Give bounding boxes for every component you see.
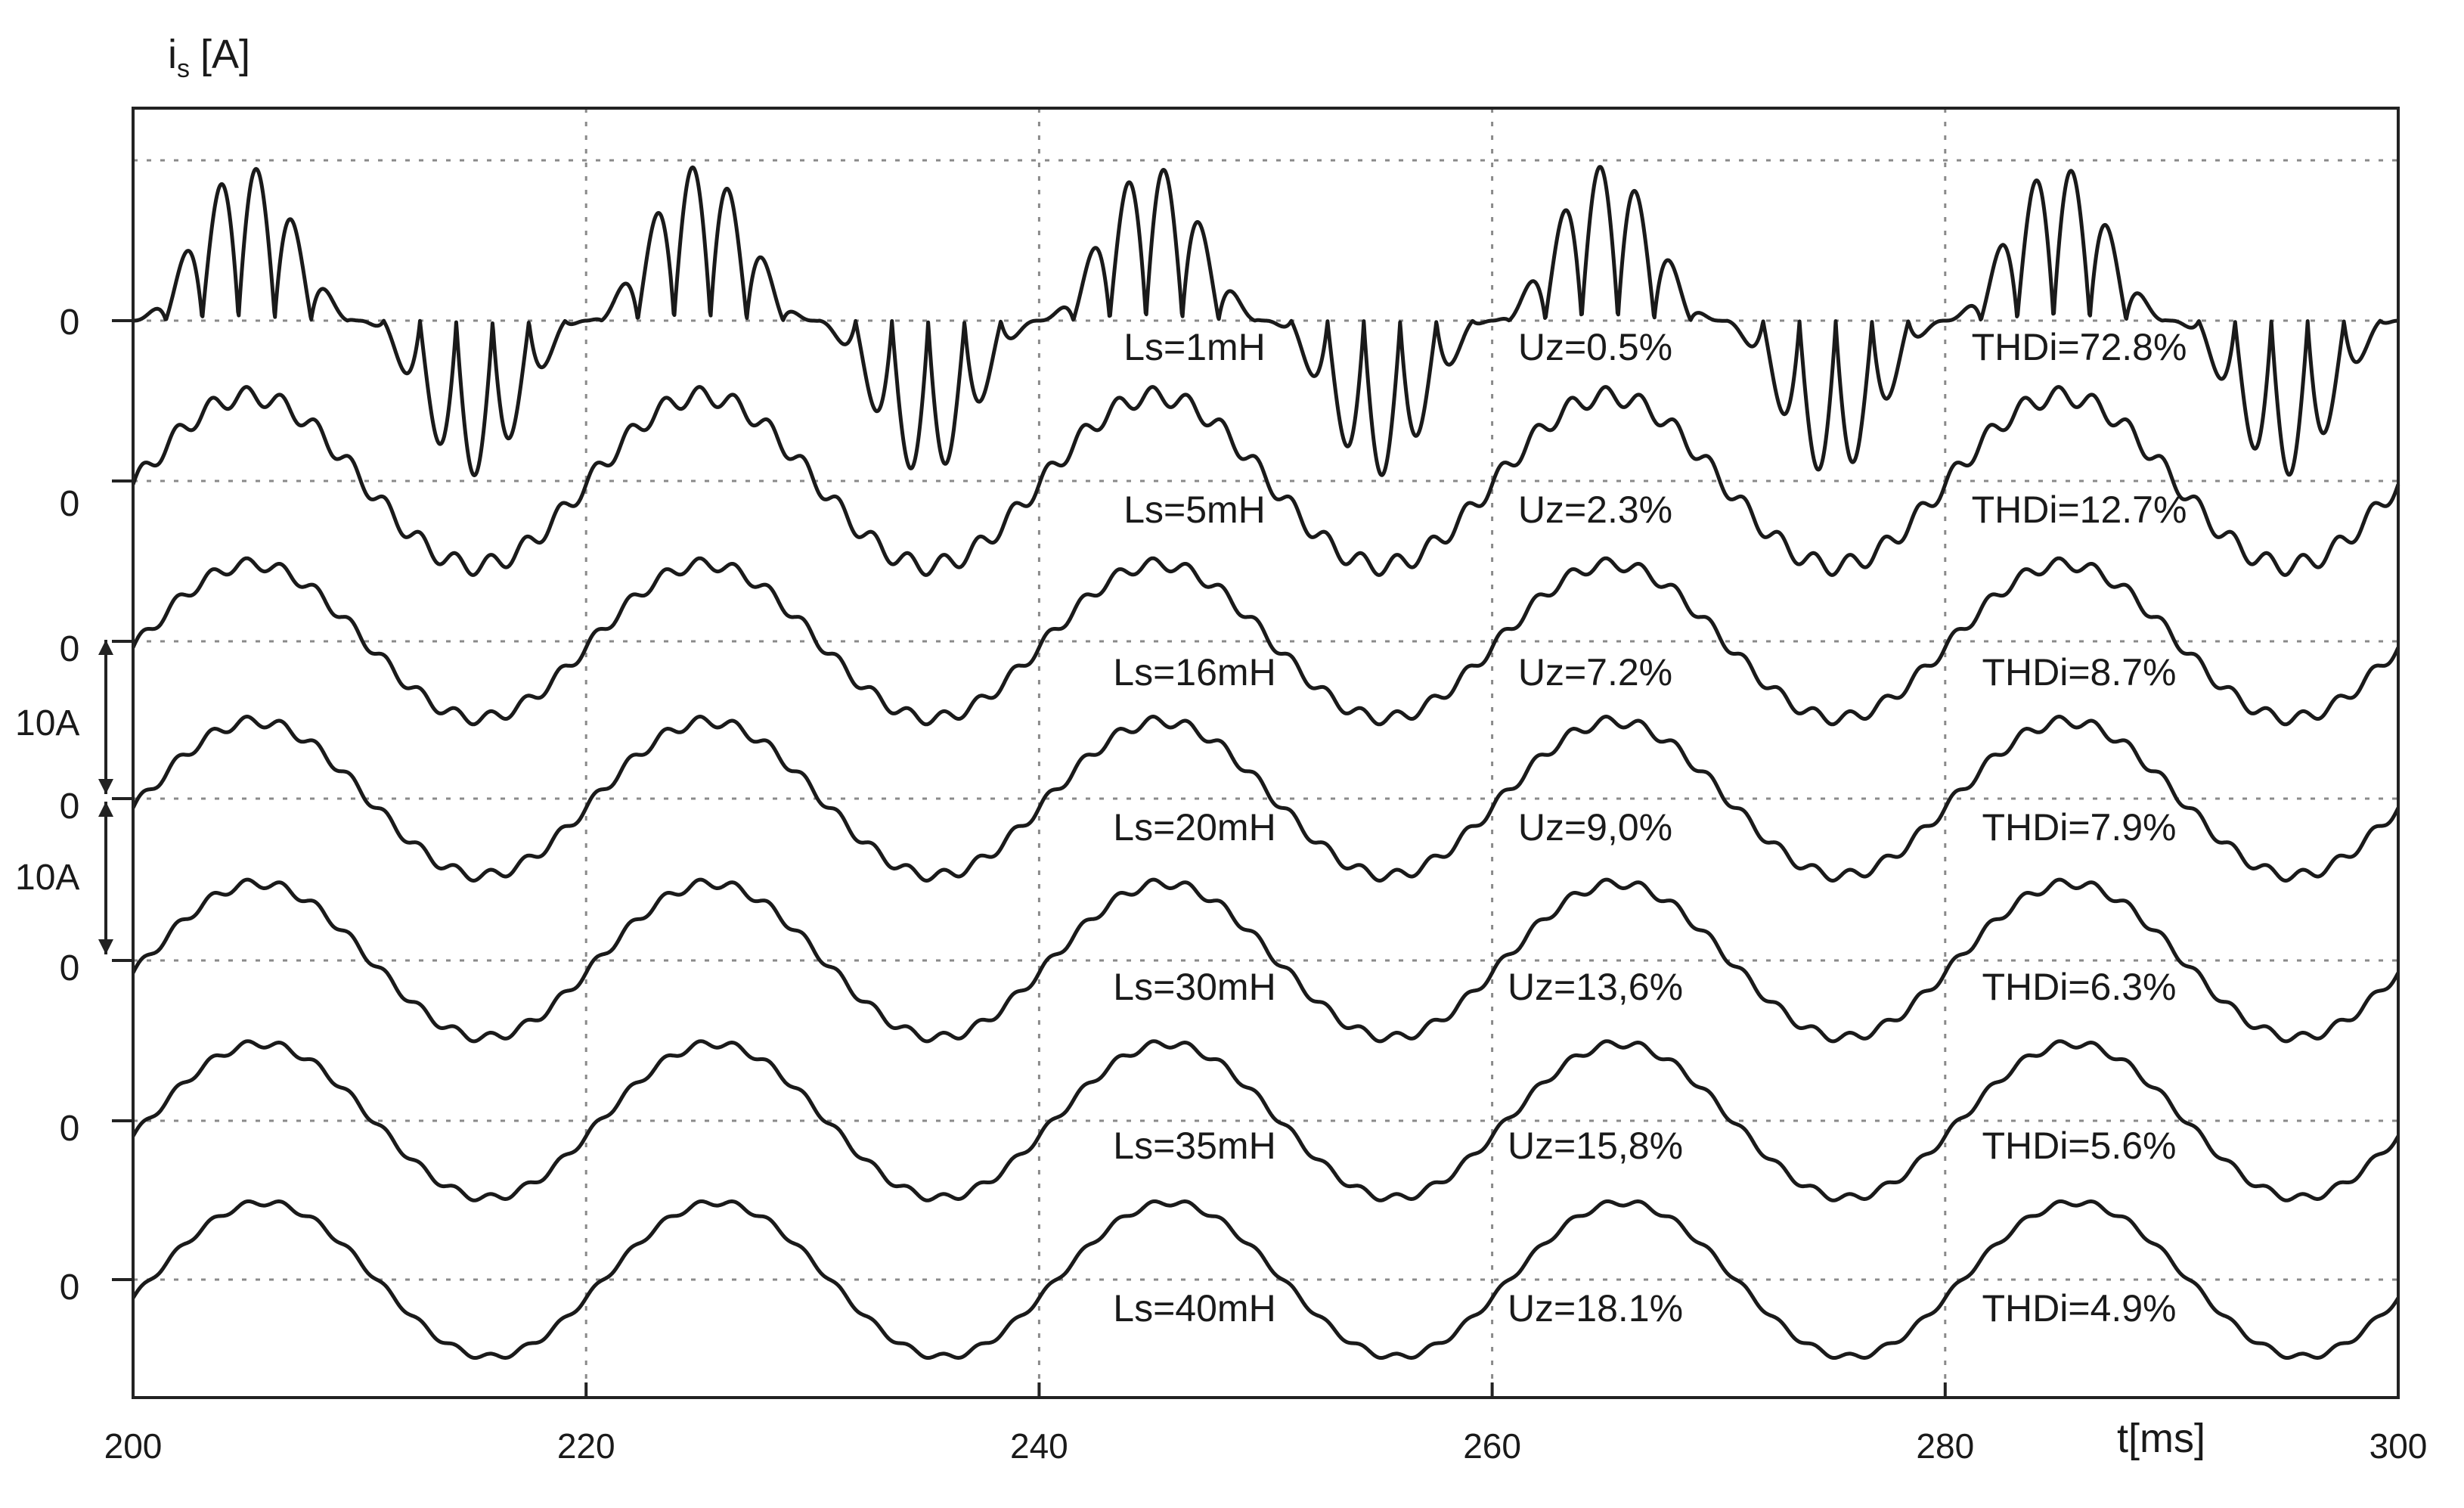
zero-label: 0 — [60, 1109, 80, 1149]
zero-label: 0 — [60, 1268, 80, 1308]
x-tick-label: 280 — [1916, 1426, 1974, 1466]
series-trace — [131, 877, 2400, 1044]
ls-label: Ls=30mH — [1113, 966, 1275, 1008]
series-trace — [131, 556, 2400, 727]
ls-label: Ls=1mH — [1124, 326, 1266, 368]
x-tick-label: 300 — [2369, 1426, 2428, 1466]
ticks: 200 220 240 260 280 300 0 0 0 0 0 0 0 — [60, 303, 2428, 1466]
x-axis-label: t[ms] — [2117, 1416, 2205, 1461]
ls-label: Ls=40mH — [1113, 1287, 1275, 1330]
thd-label: THDi=4.9% — [1982, 1287, 2176, 1330]
uz-label: Uz=0.5% — [1518, 326, 1672, 368]
uz-label: Uz=18.1% — [1508, 1287, 1683, 1330]
uz-label: Uz=13,6% — [1508, 966, 1683, 1008]
scale-label-upper: 10A — [15, 703, 79, 743]
series-trace — [131, 1199, 2400, 1360]
scale-marker-lower: 10A — [15, 802, 113, 954]
ls-label: Ls=5mH — [1124, 489, 1266, 531]
series-trace — [131, 385, 2400, 577]
zero-label: 0 — [60, 629, 80, 669]
thd-label: THDi=7.9% — [1982, 806, 2176, 849]
zero-label: 0 — [60, 484, 80, 524]
scale-marker-upper: 10A — [15, 640, 113, 794]
trace-labels: Ls=1mH Uz=0.5% THDi=72.8% Ls=5mH Uz=2.3% THDi… — [1113, 326, 2187, 1330]
x-tick-label: 240 — [1010, 1426, 1068, 1466]
thd-label: THDi=5.6% — [1982, 1125, 2176, 1167]
y-axis-label-unit: [A] — [200, 32, 250, 77]
thd-label: THDi=8.7% — [1982, 651, 2176, 693]
zero-label: 0 — [60, 948, 80, 988]
ls-label: Ls=16mH — [1113, 651, 1275, 693]
ls-label: Ls=20mH — [1113, 806, 1275, 849]
x-tick-label: 220 — [557, 1426, 615, 1466]
zero-label: 0 — [60, 787, 80, 827]
series-trace — [131, 715, 2400, 883]
ls-label: Ls=35mH — [1113, 1125, 1275, 1167]
y-axis-label-main: i — [168, 32, 177, 77]
zero-label: 0 — [60, 303, 80, 343]
series-trace — [132, 165, 2400, 477]
y-axis-label-sub: s — [177, 54, 190, 83]
plot-frame — [132, 107, 2400, 1399]
thd-label: THDi=12.7% — [1972, 489, 2187, 531]
thd-label: THDi=72.8% — [1972, 326, 2187, 368]
uz-label: Uz=9,0% — [1518, 806, 1672, 849]
x-tick-label: 260 — [1463, 1426, 1521, 1466]
scale-label-lower: 10A — [15, 858, 79, 898]
uz-label: Uz=15,8% — [1508, 1125, 1683, 1167]
grid — [133, 108, 2398, 1398]
uz-label: Uz=7.2% — [1518, 651, 1672, 693]
series-trace — [131, 1039, 2400, 1202]
traces — [131, 165, 2400, 1360]
uz-label: Uz=2.3% — [1518, 489, 1672, 531]
x-tick-label: 200 — [104, 1426, 163, 1466]
thd-label: THDi=6.3% — [1982, 966, 2176, 1008]
y-axis-label: is [A] — [168, 32, 250, 83]
